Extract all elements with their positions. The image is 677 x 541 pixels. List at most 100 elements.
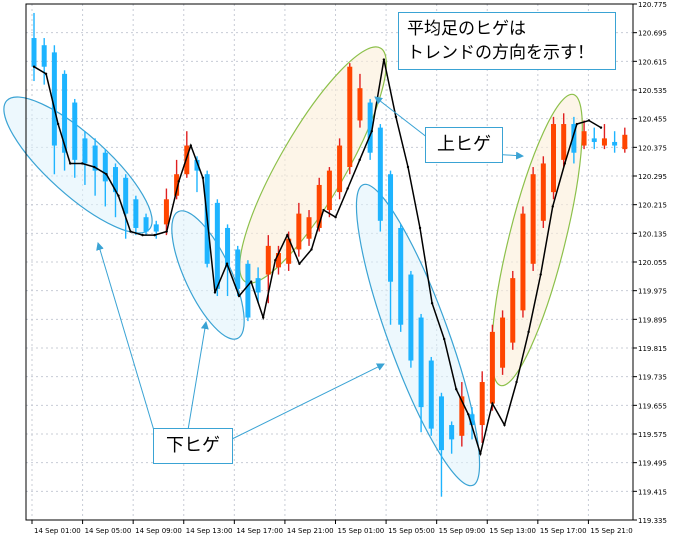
candle [510,270,516,350]
x-tick-label: 15 Sep 13:00 [489,527,536,535]
candle-body [286,238,292,264]
x-tick-label: 14 Sep 21:00 [287,527,334,535]
candle [551,116,557,200]
close-point [141,233,144,237]
candle [540,156,546,228]
close-point [237,294,241,298]
x-tick-label: 15 Sep 21:0 [590,527,632,535]
candle-body [235,249,241,289]
candle-body [184,145,190,175]
candle [72,98,78,178]
candle-body [479,382,485,426]
candle-body [41,45,47,67]
candle [143,213,149,236]
callout-arrow [374,96,429,139]
candle [123,174,129,239]
candle-body [469,414,475,426]
candle-body [438,396,444,451]
candle [62,70,68,171]
candle [408,270,414,368]
y-tick-label: 119.575 [638,431,667,439]
x-tick-label: 15 Sep 09:00 [439,527,486,535]
close-point [68,162,72,165]
candle-body [612,141,618,146]
y-tick-label: 120.695 [638,30,667,38]
close-point [442,337,446,341]
candle [235,245,241,297]
close-point [165,230,168,233]
candle-body [510,278,516,343]
close-point [310,248,313,251]
candle-body [316,184,322,228]
candle-body [591,138,597,142]
callout-arrows [96,96,524,441]
candle [255,267,261,304]
candle [326,167,332,218]
close-point [430,302,434,305]
candle [449,421,455,454]
candle-body [459,396,465,436]
close-point [32,65,36,68]
close-point [334,216,337,219]
y-tick-label: 120.455 [638,116,667,124]
close-point [81,162,84,165]
close-point [213,291,217,294]
x-tick-label: 14 Sep 09:00 [135,527,182,535]
close-point [382,58,386,61]
close-point [105,173,108,176]
candle [622,127,628,153]
x-tick-label: 14 Sep 01:00 [34,527,81,535]
close-point [93,165,96,169]
close-point [551,205,554,208]
close-point [44,72,48,76]
x-tick-label: 14 Sep 05:00 [85,527,132,535]
lower-wick-label: 下ヒゲ [153,428,233,464]
candle-body [245,263,251,318]
candle-body [265,245,271,275]
candle-body [31,38,37,67]
candle-body [82,138,88,164]
x-tick-label: 15 Sep 05:00 [388,527,435,535]
candle-body [92,145,98,171]
candle-body [571,124,577,153]
candle-body [225,227,231,268]
x-tick-label: 15 Sep 17:00 [540,527,587,535]
candle-body [306,217,312,239]
close-point [346,187,349,190]
candle-body [112,167,118,193]
candle [214,199,220,297]
candle-body [601,138,607,146]
candle [31,12,37,82]
candle-body [153,224,159,232]
close-point [117,194,120,197]
y-tick-label: 119.495 [638,460,667,468]
callout-arrow [96,242,156,435]
title-callout: 平均足のヒゲは トレンドの方向を示す！ [398,12,616,70]
candle [591,127,597,150]
y-tick-label: 119.655 [638,402,667,410]
candle-body [551,124,557,193]
candle-body [214,202,220,289]
candle-body [561,124,567,160]
close-point [479,452,482,455]
candle [581,120,587,150]
close-point [527,330,530,334]
close-point [177,180,180,183]
candle [296,202,302,257]
candle-body [123,177,129,214]
candle [347,63,353,175]
candle [184,131,190,178]
candle-body [377,127,383,221]
candle-body [133,199,139,228]
close-point [358,158,361,162]
candle-body [347,66,353,168]
candle-body [520,213,526,311]
candle [367,98,373,160]
candle [418,313,424,433]
close-point [539,273,542,276]
y-tick-label: 120.215 [638,202,667,210]
candle [163,188,169,236]
candle [530,167,536,271]
close-point [225,262,229,265]
close-point [491,402,494,405]
